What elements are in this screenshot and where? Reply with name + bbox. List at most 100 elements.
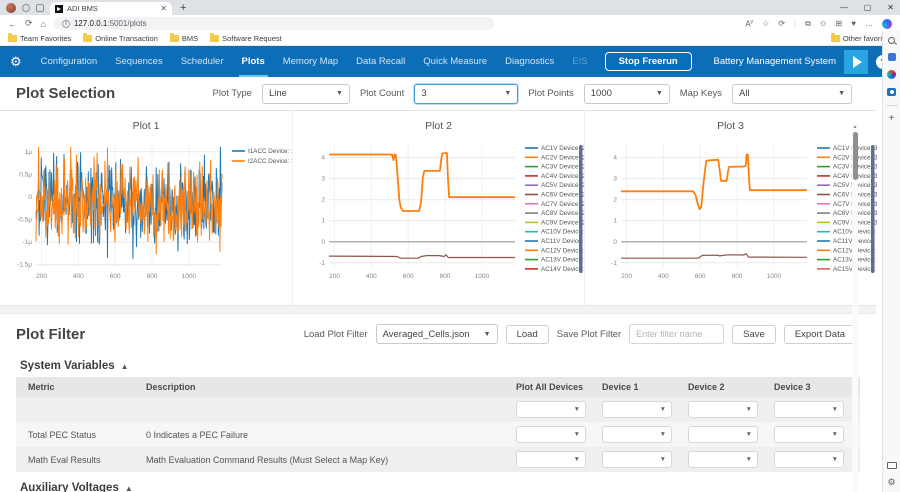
legend-label[interactable]: I1ACC Device: 1 (248, 148, 295, 155)
nav-item-memory-map[interactable]: Memory Map (282, 56, 339, 67)
legend-label[interactable]: AC12V Device: 2 (541, 247, 589, 254)
legend-label[interactable]: AC2V Device: 2 (541, 154, 586, 161)
device-plot-select[interactable]: ▼ (774, 401, 844, 418)
plot-title: Plot 3 (717, 120, 744, 132)
device-plot-select[interactable]: ▼ (602, 451, 672, 468)
device-plot-select[interactable]: ▼ (516, 451, 586, 468)
chevron-down-icon: ▼ (573, 431, 580, 438)
more-menu-icon[interactable]: … (865, 19, 873, 28)
nav-item-plots[interactable]: Plots (233, 46, 274, 77)
legend-label[interactable]: AC6V Device: 2 (541, 192, 586, 199)
sidebar-search-icon[interactable] (888, 37, 895, 44)
device-plot-select[interactable]: ▼ (516, 401, 586, 418)
tab-favicon (55, 4, 63, 13)
nav-item-configuration[interactable]: Configuration (40, 56, 98, 67)
bookmark-item[interactable]: Team Favorites (8, 33, 71, 43)
address-bar[interactable]: i 127.0.0.1:5001/plots (53, 17, 494, 30)
legend-label[interactable]: AC11V Device: 2 (541, 238, 589, 245)
device-plot-select[interactable]: ▼ (688, 401, 758, 418)
home-icon[interactable]: ⌂ (40, 18, 46, 29)
legend-label[interactable]: AC7V Device: 2 (541, 201, 586, 208)
load-button[interactable]: Load (505, 324, 549, 344)
device-plot-select[interactable]: ▼ (774, 426, 844, 443)
sidebar-settings-icon[interactable]: ⚙ (887, 477, 896, 487)
settings-gear-icon[interactable]: ⚙ (10, 53, 22, 69)
section-title[interactable]: System Variables ▲ (20, 360, 860, 372)
chevron-down-icon: ▼ (504, 90, 512, 97)
device-plot-select[interactable]: ▼ (688, 451, 758, 468)
bookmark-item[interactable]: BMS (169, 33, 198, 43)
section-title[interactable]: Auxiliary Voltages ▲ (20, 482, 860, 492)
save-button[interactable]: Save (732, 324, 776, 344)
legend-scrollbar[interactable] (871, 145, 875, 273)
device-cell: ▼ (762, 426, 848, 443)
map-keys-select[interactable]: All ▼ (732, 83, 852, 104)
bookmark-item[interactable]: Software Request (210, 33, 282, 43)
plot-type-select[interactable]: Line ▼ (261, 83, 350, 104)
site-info-icon[interactable]: i (61, 19, 70, 28)
nav-item-eis[interactable]: EIS (572, 56, 588, 67)
favorites-bar-icon[interactable]: ✩ (819, 19, 827, 28)
window-close-button[interactable]: ✕ (887, 3, 894, 12)
legend-label[interactable]: AC14V Device: 2 (541, 266, 589, 273)
new-tab-button[interactable]: + (180, 1, 187, 14)
export-data-button[interactable]: Export Data (783, 324, 856, 344)
sidebar-screenshot-icon[interactable] (886, 462, 897, 469)
browser-tab[interactable]: ADI BMS ✕ (50, 2, 172, 15)
workspaces-icon[interactable] (22, 3, 30, 12)
legend-label[interactable]: AC5V Device: 2 (541, 182, 586, 189)
browser-essentials-icon[interactable]: ♥ (851, 19, 856, 28)
sidebar-m365-icon[interactable] (887, 70, 896, 79)
split-screen-icon[interactable]: ⧉ (805, 18, 811, 28)
favorite-star-icon[interactable]: ☆ (762, 19, 770, 28)
browser-profile-avatar[interactable] (6, 2, 16, 13)
plot-count-select[interactable]: 3 ▼ (414, 83, 519, 104)
page-scrollbar[interactable]: ▲ ▼ (852, 123, 858, 492)
tab-close-icon[interactable]: ✕ (160, 4, 167, 13)
legend-label[interactable]: I2ACC Device: 1 (248, 158, 295, 165)
extensions-icon[interactable]: ⟳ (778, 19, 786, 28)
device-plot-select[interactable]: ▼ (774, 451, 844, 468)
scrollbar-thumb[interactable] (852, 132, 858, 180)
sidebar-designer-icon[interactable] (887, 88, 896, 96)
window-maximize-button[interactable]: ▢ (863, 3, 872, 12)
refresh-icon[interactable]: ⟳ (25, 18, 33, 28)
plot-chart-1[interactable]: 200 400 600 800 1000 1μ 0.5μ 0 -0.5μ -1μ -1.5μ I1AC… (0, 135, 295, 300)
window-minimize-button[interactable]: — (839, 3, 848, 12)
legend-label[interactable]: AC9V Device: 2 (541, 219, 586, 226)
bookmark-item[interactable]: Online Transaction (83, 33, 158, 43)
nav-item-quick-measure[interactable]: Quick Measure (423, 56, 488, 67)
device-plot-select[interactable]: ▼ (516, 426, 586, 443)
filter-name-input[interactable] (629, 324, 725, 344)
legend-label[interactable]: AC10V Device: 2 (541, 229, 589, 236)
legend-scrollbar[interactable] (579, 145, 583, 273)
plot-points-select[interactable]: 1000 ▼ (583, 83, 670, 104)
load-plot-filter-select[interactable]: Averaged_Cells.json ▼ (375, 324, 498, 344)
sidebar-shopping-icon[interactable] (887, 53, 896, 61)
nav-item-diagnostics[interactable]: Diagnostics (505, 56, 555, 67)
device-plot-select[interactable]: ▼ (688, 426, 758, 443)
run-play-button[interactable] (844, 49, 868, 74)
stop-freerun-button[interactable]: Stop Freerun (604, 52, 692, 71)
copilot-icon[interactable] (882, 18, 892, 29)
legend-label[interactable]: AC3V Device: 2 (541, 164, 586, 171)
svg-text:200: 200 (36, 273, 47, 280)
legend-label[interactable]: AC1V Device: 2 (541, 145, 586, 152)
vertical-tabs-icon[interactable] (36, 3, 44, 12)
other-favorites[interactable]: Other favorites (830, 33, 892, 43)
device-plot-select[interactable]: ▼ (602, 426, 672, 443)
read-aloud-icon[interactable]: Ay (745, 18, 754, 29)
legend-label[interactable]: AC13V Device: 2 (541, 257, 589, 264)
device-plot-select[interactable]: ▼ (602, 401, 672, 418)
collections-icon[interactable]: ⊞ (835, 19, 843, 28)
nav-item-scheduler[interactable]: Scheduler (180, 56, 224, 67)
nav-item-data-recall[interactable]: Data Recall (356, 56, 406, 67)
back-icon[interactable]: ← (8, 18, 17, 29)
nav-item-sequences[interactable]: Sequences (115, 56, 163, 67)
legend-label[interactable]: AC4V Device: 2 (541, 173, 586, 180)
legend-label[interactable]: AC8V Device: 2 (541, 210, 586, 217)
scrollbar-up-arrow[interactable]: ▲ (852, 124, 858, 130)
sidebar-add-icon[interactable]: + (888, 113, 895, 124)
plot-chart-2[interactable]: 200 400 600 800 1000 4 3 2 1 0 -1 AC1V Device: 2 AC2… (293, 135, 589, 300)
